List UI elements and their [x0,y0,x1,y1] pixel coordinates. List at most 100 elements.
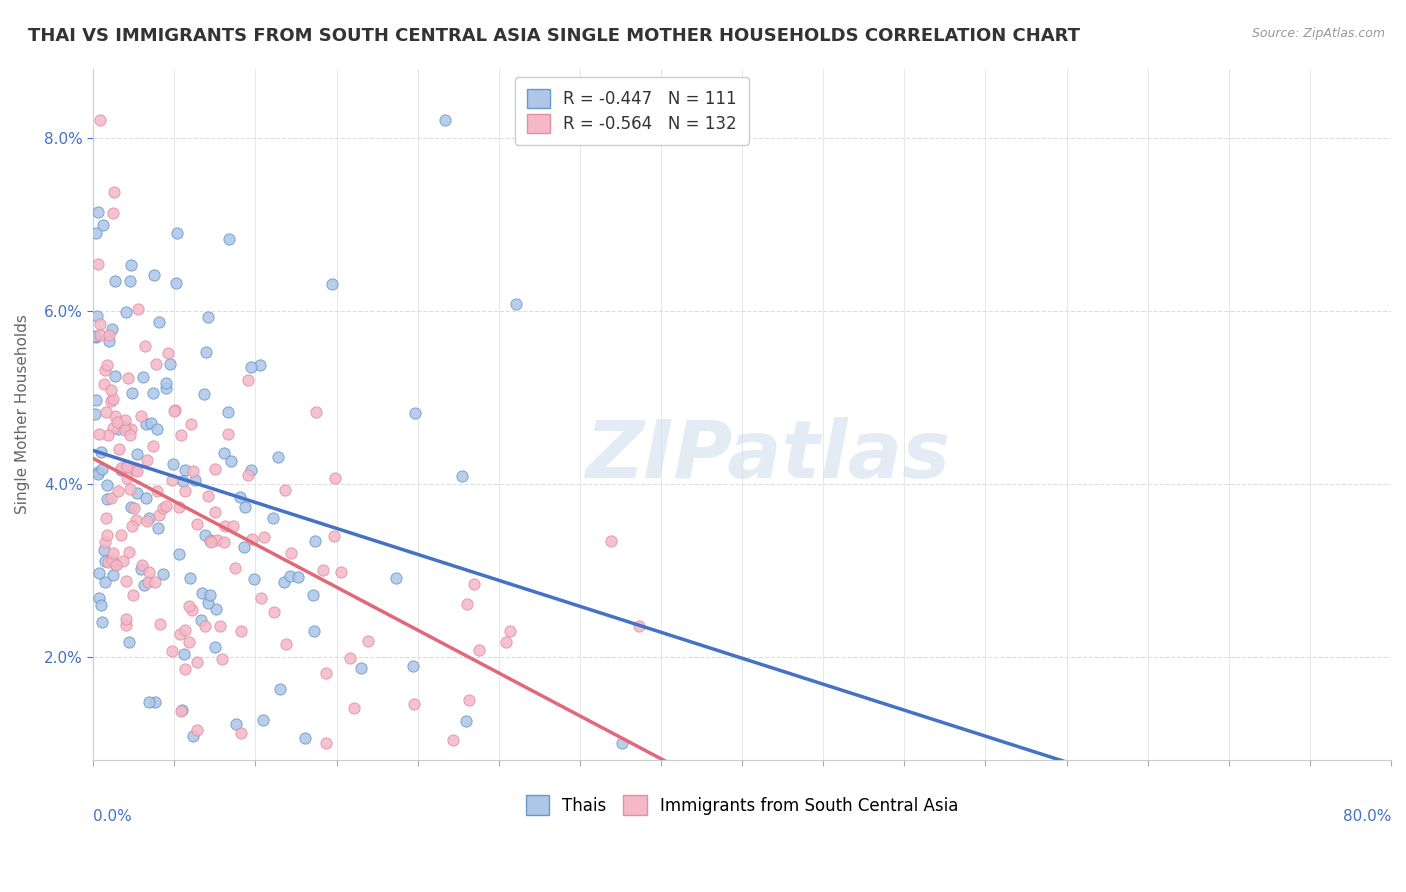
Point [97,334,120,349]
Point [155,499,177,513]
Point [183,474,205,488]
Point [103,186,125,200]
Point [107,442,129,456]
Point [209,619,232,633]
Legend: Thais, Immigrants from South Central Asia: Thais, Immigrants from South Central Asi… [519,789,965,822]
Point [221,454,243,468]
Point [217,426,239,441]
Point [120,258,142,272]
Point [170,703,193,717]
Point [132,370,155,384]
Point [174,662,197,676]
Point [181,603,204,617]
Point [104,274,127,288]
Point [110,528,132,542]
Point [163,403,186,417]
Point [252,713,274,727]
Point [204,461,226,475]
Point [90,445,112,459]
Point [94,511,117,525]
Point [91,219,114,233]
Point [225,717,247,731]
Point [146,422,169,436]
Point [301,588,323,602]
Point [89,591,111,605]
Point [94,574,117,589]
Point [240,532,263,546]
Point [262,510,284,524]
Point [115,460,138,475]
Point [84,392,107,407]
Point [98,327,121,342]
Point [204,640,226,655]
Point [142,386,165,401]
Point [222,519,245,533]
Point [433,113,456,128]
Point [166,226,188,240]
Point [330,565,353,579]
Point [463,577,485,591]
Point [456,597,478,611]
Point [339,651,361,665]
Point [115,420,138,434]
Point [127,485,149,500]
Point [249,358,271,372]
Point [162,474,184,488]
Point [179,571,201,585]
Point [186,655,208,669]
Point [87,467,110,481]
Point [89,328,111,343]
Point [142,268,165,283]
Point [87,205,110,219]
Point [96,491,118,506]
Point [627,618,650,632]
Point [159,358,181,372]
Point [305,405,328,419]
Point [146,521,169,535]
Point [94,405,117,419]
Point [89,426,111,441]
Point [315,736,337,750]
Point [127,464,149,478]
Point [135,453,157,467]
Point [121,519,143,533]
Point [84,407,107,421]
Point [173,623,195,637]
Point [104,409,127,423]
Point [83,329,105,343]
Point [350,661,373,675]
Point [287,569,309,583]
Point [204,601,226,615]
Point [165,276,187,290]
Point [110,461,132,475]
Point [103,567,125,582]
Point [117,371,139,385]
Point [84,226,107,240]
Point [239,360,262,375]
Point [131,558,153,573]
Point [236,468,259,483]
Point [441,732,464,747]
Point [122,588,145,602]
Point [197,489,219,503]
Point [163,403,186,417]
Point [118,635,141,649]
Point [146,484,169,499]
Point [122,500,145,515]
Point [97,555,120,569]
Point [96,478,118,492]
Point [356,634,378,648]
Point [200,534,222,549]
Point [505,297,527,311]
Point [155,381,177,395]
Point [173,647,195,661]
Point [86,309,108,323]
Point [263,605,285,619]
Point [120,428,142,442]
Point [115,471,138,485]
Point [224,561,246,575]
Point [157,346,180,360]
Point [304,534,326,549]
Point [315,665,337,680]
Text: THAI VS IMMIGRANTS FROM SOUTH CENTRAL ASIA SINGLE MOTHER HOUSEHOLDS CORRELATION : THAI VS IMMIGRANTS FROM SOUTH CENTRAL AS… [28,27,1080,45]
